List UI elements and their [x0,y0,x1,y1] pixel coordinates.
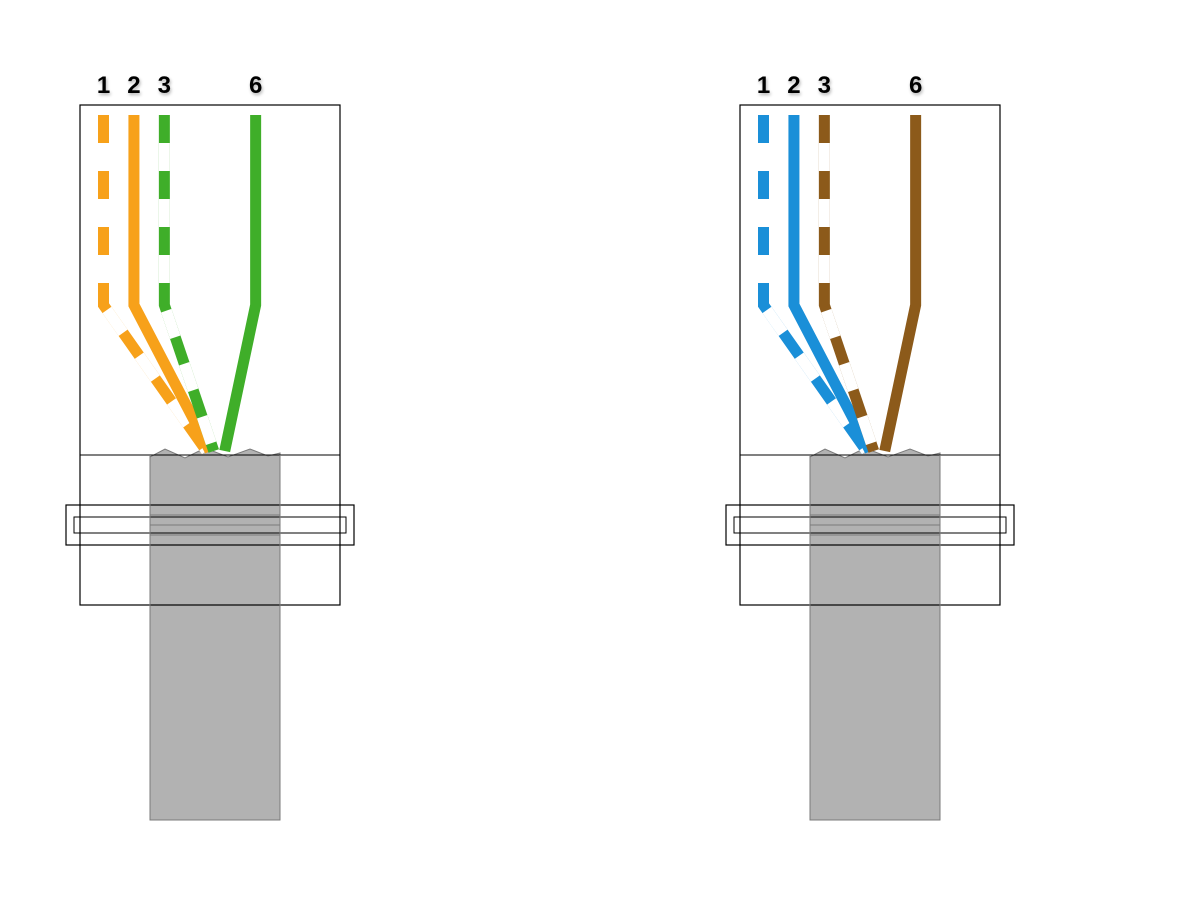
pin-label-3: 3 [158,72,171,99]
pin-label-2: 2 [787,72,800,99]
corner-notch [990,595,1000,605]
pin-label-2: 2 [127,72,140,99]
wire-left-6 [225,115,256,451]
pin-label-1: 1 [757,72,770,99]
wire-core [885,115,916,451]
wire-right-6 [885,115,916,451]
cable-jacket [810,448,940,820]
corner-notch [330,595,340,605]
connector-left: 123 6 [66,72,354,820]
pin-label-6: 6 [249,72,262,99]
wire-core [225,115,256,451]
pin-label-3: 3 [818,72,831,99]
pin-label-1: 1 [97,72,110,99]
corner-notch [740,595,750,605]
pin-label-6: 6 [909,72,922,99]
corner-notch [80,595,90,605]
connector-right: 123 6 [726,72,1014,820]
cable-jacket [150,448,280,820]
